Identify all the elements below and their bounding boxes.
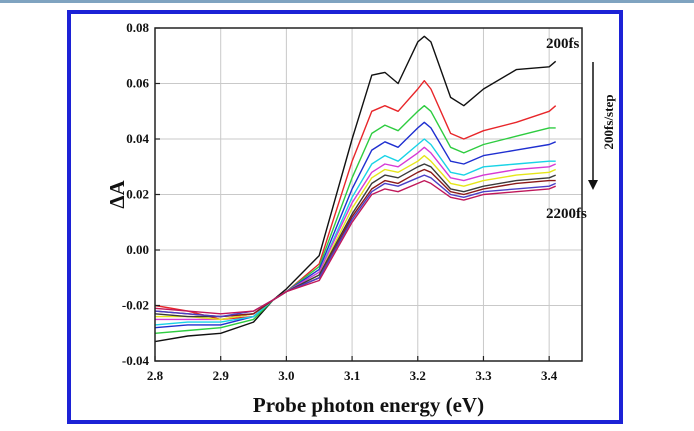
y-tick-label: -0.04	[122, 353, 150, 368]
series-line-3	[154, 104, 556, 334]
series-line-5	[154, 138, 556, 326]
y-axis-title: ΔA	[105, 180, 129, 209]
x-tick-label: 3.3	[475, 368, 492, 383]
top-rule	[0, 0, 694, 3]
x-tick-label: 2.8	[147, 368, 164, 383]
step-arrowhead	[588, 180, 598, 190]
y-tick-label: 0.04	[126, 131, 149, 146]
series-line-6	[155, 146, 556, 321]
x-tick-label: 2.9	[213, 368, 230, 383]
x-tick-label: 3.1	[344, 368, 360, 383]
y-tick-label: 0.08	[126, 20, 149, 35]
series-line-9	[154, 168, 556, 318]
x-tick-label: 3.2	[410, 368, 426, 383]
first-delay-annotation: 200fs	[546, 36, 579, 52]
x-axis-title: Probe photon energy (eV)	[253, 393, 484, 417]
tick-layer: 2.8 2.9 3.0 3.1 3.2 3.3 3.4 -0.04 -0.02 0.00 0.02 0…	[122, 20, 558, 383]
series-line-2	[154, 79, 557, 321]
y-tick-label: 0.00	[126, 242, 149, 257]
y-tick-label: -0.02	[122, 298, 149, 313]
series-layer	[154, 35, 557, 343]
step-annotation: 200fs/step	[601, 95, 616, 150]
series-line-7	[155, 154, 556, 321]
y-tick-label: 0.02	[126, 187, 149, 202]
series-line-11	[154, 179, 556, 315]
last-delay-annotation: 2200fs	[546, 206, 587, 222]
series-line-1	[154, 35, 557, 343]
x-tick-label: 3.0	[278, 368, 294, 383]
series-line-10	[154, 174, 556, 318]
y-tick-label: 0.06	[126, 76, 149, 91]
x-tick-label: 3.4	[541, 368, 558, 383]
